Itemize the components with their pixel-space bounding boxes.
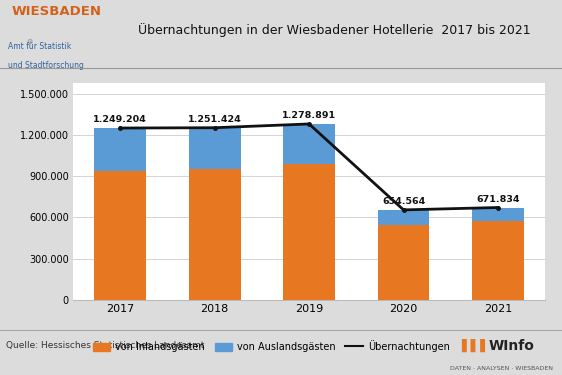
Text: 654.564: 654.564 — [382, 197, 425, 206]
Bar — [378, 210, 429, 225]
Übernachtungen — [495, 205, 501, 210]
Übernachtungen — [211, 126, 218, 130]
Bar — [283, 164, 335, 300]
Bar — [94, 171, 146, 300]
Bar — [189, 169, 241, 300]
Line: Übernachtungen: Übernachtungen — [120, 124, 498, 210]
Legend: von Inlandsgästen, von Auslandsgästen, Übernachtungen: von Inlandsgästen, von Auslandsgästen, Ü… — [89, 336, 454, 356]
Text: 671.834: 671.834 — [476, 195, 520, 204]
Bar — [472, 221, 524, 300]
Übernachtungen — [117, 126, 124, 130]
Bar — [378, 225, 429, 300]
Text: und Stadtforschung: und Stadtforschung — [8, 61, 84, 70]
Bar — [94, 128, 146, 171]
Übernachtungen — [306, 122, 312, 126]
Text: Amt für Statistik: Amt für Statistik — [8, 42, 72, 51]
Text: ⚙: ⚙ — [26, 39, 33, 45]
Text: WIESBADEN: WIESBADEN — [11, 5, 101, 18]
Bar — [283, 124, 335, 164]
Text: WInfo: WInfo — [489, 339, 535, 353]
Übernachtungen — [400, 208, 407, 212]
Text: 1.251.424: 1.251.424 — [188, 115, 242, 124]
Bar — [189, 128, 241, 169]
Text: Übernachtungen in der Wiesbadener Hotellerie  2017 bis 2021: Übernachtungen in der Wiesbadener Hotell… — [138, 23, 531, 38]
Text: DATEN · ANALYSEN · WIESBADEN: DATEN · ANALYSEN · WIESBADEN — [450, 366, 552, 370]
Bar — [472, 207, 524, 221]
Text: 1.278.891: 1.278.891 — [282, 111, 336, 120]
Text: 1.249.204: 1.249.204 — [93, 115, 147, 124]
Text: Quelle: Hessisches Statistisches Landesamt: Quelle: Hessisches Statistisches Landesa… — [6, 341, 204, 350]
Text: ▌▌▌: ▌▌▌ — [461, 339, 490, 352]
